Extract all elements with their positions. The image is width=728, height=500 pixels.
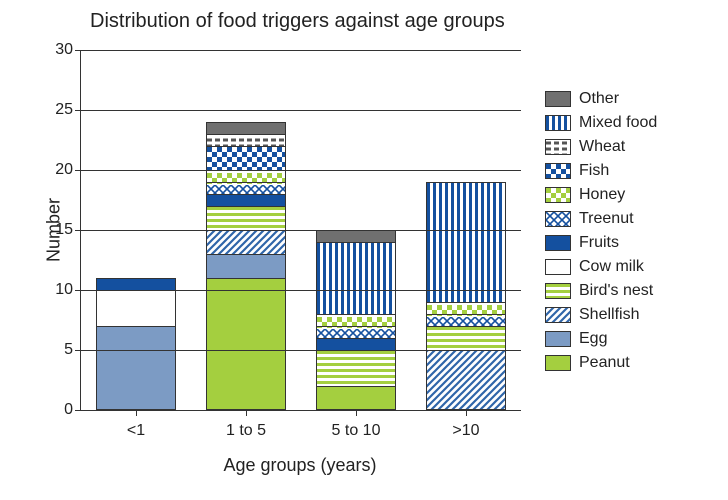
bar-column: <1: [96, 278, 176, 410]
y-tick-mark: [75, 50, 81, 51]
legend-item-fish: Fish: [545, 162, 657, 180]
x-tick-mark: [136, 410, 137, 416]
bar-segment-egg: [206, 254, 286, 278]
bar-segment-fruits: [316, 338, 396, 350]
bar-segment-birdnest: [426, 326, 506, 350]
bar-segment-honey: [426, 302, 506, 314]
legend-label: Wheat: [579, 138, 625, 156]
bar-segment-fruits: [206, 194, 286, 206]
bar-column: >10: [426, 182, 506, 410]
legend-swatch: [545, 283, 571, 299]
bar-segment-fruits: [96, 278, 176, 290]
legend-label: Cow milk: [579, 258, 644, 276]
legend-swatch: [545, 355, 571, 371]
legend-label: Egg: [579, 330, 607, 348]
grid-line: [81, 290, 521, 291]
y-tick-mark: [75, 410, 81, 411]
legend-swatch: [545, 259, 571, 275]
legend-swatch: [545, 187, 571, 203]
y-tick-mark: [75, 290, 81, 291]
legend: Other Mixed food Wheat Fish Honey Treenut Frui…: [545, 90, 657, 372]
legend-label: Bird's nest: [579, 282, 653, 300]
x-tick-mark: [246, 410, 247, 416]
bar-segment-mixedfood: [316, 242, 396, 314]
chart-title: Distribution of food triggers against ag…: [90, 10, 505, 33]
legend-label: Fish: [579, 162, 609, 180]
bar-segment-honey: [206, 170, 286, 182]
legend-label: Peanut: [579, 354, 630, 372]
grid-line: [81, 230, 521, 231]
legend-item-birdnest: Bird's nest: [545, 282, 657, 300]
legend-item-shellfish: Shellfish: [545, 306, 657, 324]
legend-label: Other: [579, 90, 619, 108]
legend-swatch: [545, 163, 571, 179]
legend-label: Honey: [579, 186, 625, 204]
y-tick-mark: [75, 170, 81, 171]
legend-swatch: [545, 307, 571, 323]
bar-segment-birdnest: [206, 206, 286, 230]
legend-label: Treenut: [579, 210, 634, 228]
legend-label: Fruits: [579, 234, 619, 252]
x-tick-mark: [466, 410, 467, 416]
bar-segment-egg: [96, 326, 176, 410]
legend-item-mixedfood: Mixed food: [545, 114, 657, 132]
bar-column: 1 to 5: [206, 122, 286, 410]
bar-segment-treenut: [426, 314, 506, 326]
grid-line: [81, 50, 521, 51]
bar-segment-shellfish: [426, 350, 506, 410]
x-tick-mark: [356, 410, 357, 416]
bar-segment-peanut: [316, 386, 396, 410]
bar-segment-treenut: [206, 182, 286, 194]
bar-segment-other: [316, 230, 396, 242]
legend-swatch: [545, 115, 571, 131]
grid-line: [81, 110, 521, 111]
grid-line: [81, 350, 521, 351]
legend-label: Mixed food: [579, 114, 657, 132]
bar-segment-treenut: [316, 326, 396, 338]
legend-item-peanut: Peanut: [545, 354, 657, 372]
legend-item-fruits: Fruits: [545, 234, 657, 252]
legend-swatch: [545, 139, 571, 155]
bar-segment-fish: [206, 146, 286, 170]
bar-segment-honey: [316, 314, 396, 326]
y-tick-mark: [75, 350, 81, 351]
legend-item-cowmilk: Cow milk: [545, 258, 657, 276]
bar-segment-birdnest: [316, 350, 396, 386]
legend-item-other: Other: [545, 90, 657, 108]
bar-segment-shellfish: [206, 230, 286, 254]
x-axis-label: Age groups (years): [80, 455, 520, 476]
legend-item-wheat: Wheat: [545, 138, 657, 156]
legend-item-treenut: Treenut: [545, 210, 657, 228]
legend-swatch: [545, 91, 571, 107]
legend-swatch: [545, 211, 571, 227]
bar-segment-other: [206, 122, 286, 134]
legend-swatch: [545, 235, 571, 251]
bar-segment-wheat: [206, 134, 286, 146]
y-tick-mark: [75, 110, 81, 111]
chart-container: Distribution of food triggers against ag…: [0, 0, 728, 500]
bar-segment-mixedfood: [426, 182, 506, 302]
grid-line: [81, 170, 521, 171]
bar-segment-peanut: [206, 278, 286, 410]
bar-column: 5 to 10: [316, 230, 396, 410]
legend-label: Shellfish: [579, 306, 639, 324]
plot-area: <11 to 55 to 10>10 051015202530: [80, 50, 521, 411]
bar-segment-cowmilk: [96, 290, 176, 326]
legend-item-honey: Honey: [545, 186, 657, 204]
y-tick-mark: [75, 230, 81, 231]
legend-swatch: [545, 331, 571, 347]
legend-item-egg: Egg: [545, 330, 657, 348]
